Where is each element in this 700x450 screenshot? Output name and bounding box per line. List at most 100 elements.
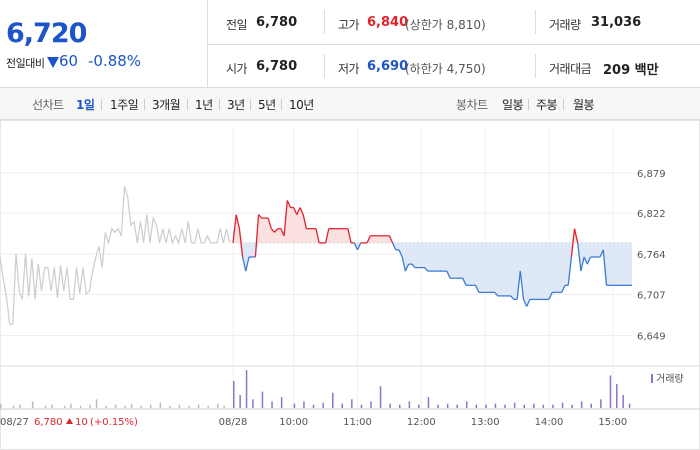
volume-bar [399,404,401,408]
today-line-segment [494,291,499,297]
low-label: 저가 [338,62,360,76]
today-line-segment [522,299,528,307]
volume-bar [31,401,34,408]
prev-change-pct-note: (+0.15%) [90,417,138,428]
tab-weekly[interactable]: 주봉 [536,98,558,112]
volume-bar [233,380,235,408]
lower-limit: (하한가 4,750) [405,62,486,76]
stats-divider [535,10,536,34]
volume-bar [70,403,72,408]
chart-frame [0,120,700,450]
high-value: 6,840 [367,15,409,30]
volume-bar [475,404,478,408]
amount-label: 거래대금 [549,62,592,76]
tab-1w[interactable]: 1주일 [110,98,139,112]
today-line-segment [324,228,330,244]
prev-close-label: 전일 [226,18,248,32]
volume-bar [322,402,324,408]
volume-bar [542,404,545,408]
y-tick-label: 6,879 [637,169,666,180]
tab-separator [101,99,102,110]
x-tick-label: 14:00 [535,417,564,428]
upper-limit: (상한가 8,810) [405,18,486,32]
today-line-segment [561,285,566,293]
volume-bar [239,395,241,408]
volume-bar [89,404,91,408]
volume-bar [95,399,98,408]
volume-bar [303,401,305,408]
tab-separator [563,99,564,110]
prev-day-line [0,186,231,325]
volume-bar [456,404,458,408]
volume-bar [79,405,82,408]
today-line-segment [353,242,359,251]
today-line-segment [573,228,579,244]
today-line-segment [274,228,279,233]
tab-separator [187,99,188,110]
tab-1d[interactable]: 1일 [76,98,95,112]
volume-bar [51,404,53,408]
price-box: 6,720 전일대비 60 -0.88% [0,0,208,88]
today-line-segment [245,256,250,272]
tab-daily[interactable]: 일봉 [502,98,524,112]
y-tick-label: 6,649 [637,331,666,342]
price-chart[interactable]: 6,879 6,822 6,764 6,707 6,649 거래량 08/27 08/28 10… [0,120,700,450]
volume-bar [351,399,353,408]
today-line-segment [258,214,263,219]
today-line-segment [366,235,371,244]
tab-10y[interactable]: 10년 [289,98,314,112]
volume-bar [114,404,117,408]
chart-tabbar: 선차트 1일 1주일 3개월 1년 3년 5년 10년 봉차트 일봉 주봉 월봉 [0,88,700,120]
tab-3m[interactable]: 3개월 [152,98,181,112]
volume-bar [571,404,573,408]
volume-bar [580,401,583,408]
volume-bar [140,405,142,408]
volume-bar [197,404,200,408]
volume-bar [293,403,296,408]
volume-bar [159,402,162,408]
today-line-segment [302,214,308,229]
y-tick-label: 6,764 [637,250,666,261]
volume-bar [590,403,592,408]
today-line-segment [232,214,237,243]
volume-bar [207,405,209,408]
tab-3y[interactable]: 3년 [227,98,245,112]
volume-bar [0,403,2,408]
volume-bar [19,404,21,408]
volume-bar [12,405,15,408]
today-line-segment [519,271,525,300]
volume-value: 31,036 [591,15,642,30]
y-tick-label: 6,707 [637,290,666,301]
volume-bar [312,404,315,408]
today-line-segment [586,256,592,265]
volume-bar [504,404,506,408]
x-tick-label: 15:00 [598,417,627,428]
volume-bar [446,403,449,408]
volume-bar [169,405,171,408]
tab-monthly[interactable]: 월봉 [573,98,595,112]
tab-5y[interactable]: 5년 [258,98,276,112]
today-down-area [233,242,632,307]
today-line-segment [583,256,588,265]
today-line-segment [315,228,320,244]
volume-bar [341,403,343,408]
volume-bar [223,405,225,408]
down-triangle-icon [47,57,59,68]
volume-bar [150,404,152,408]
volume-bar [552,404,554,408]
amount-value: 209 백만 [603,63,659,78]
volume-bar [379,386,382,408]
today-line-segment [570,228,576,258]
prev-change-note: 10 [75,417,88,428]
today-line-segment [404,263,410,272]
today-line-segment [235,214,241,229]
volume-bar [124,405,126,408]
today-line-segment [580,256,585,272]
today-line-segment [299,207,304,215]
tab-1y[interactable]: 1년 [195,98,213,112]
today-line-segment [567,256,573,286]
volume-bar [370,401,372,408]
volume-legend-swatch [651,374,653,383]
volume-bar [494,403,497,408]
today-line-segment [510,295,515,300]
